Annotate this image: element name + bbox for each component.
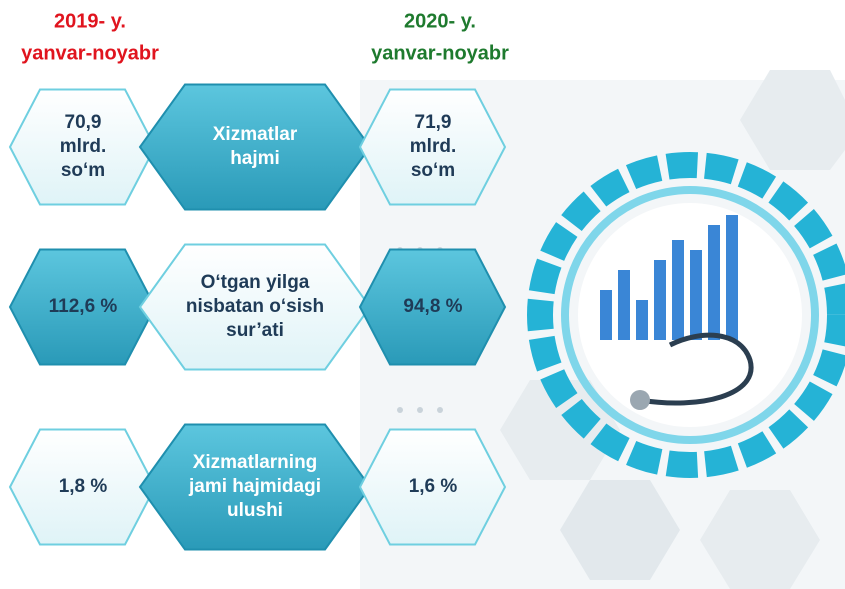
left-text: mlrd. <box>60 136 106 157</box>
dot <box>437 407 443 413</box>
stethoscope-head <box>630 390 650 410</box>
label-text: hajmi <box>230 148 280 169</box>
bar-illustration <box>726 215 738 340</box>
right-year: 2020- y. <box>404 10 476 32</box>
left-year: 2019- y. <box>54 10 126 32</box>
left-text: 70,9 <box>65 112 102 133</box>
bar-illustration <box>600 290 612 340</box>
label-text: Xizmatlar <box>213 124 298 145</box>
label-text: sur’ati <box>226 320 284 341</box>
bar-illustration <box>708 225 720 340</box>
right-text: so‘m <box>411 160 455 181</box>
right-text: mlrd. <box>410 136 456 157</box>
left-text: 112,6 % <box>49 296 118 317</box>
bar-illustration <box>636 300 648 340</box>
dot <box>417 407 423 413</box>
bar-illustration <box>654 260 666 340</box>
label-text: Xizmatlarning <box>193 452 318 473</box>
right-text: 1,6 % <box>409 476 458 497</box>
dot <box>397 407 403 413</box>
label-text: O‘tgan yilga <box>201 272 310 293</box>
infographic: 2019- y. yanvar-noyabr 2020- y. yanvar-n… <box>0 0 845 589</box>
label-text: jami hajmidagi <box>188 476 321 497</box>
label-text: nisbatan o‘sish <box>186 296 324 317</box>
right-text: 94,8 % <box>403 296 462 317</box>
rows: 70,9 mlrd. so‘m Xizmatlar hajmi 71,9 mlrd. so‘m… <box>10 85 505 550</box>
bar-illustration <box>618 270 630 340</box>
left-period: yanvar-noyabr <box>21 42 159 64</box>
bar-illustration <box>690 250 702 340</box>
right-text: 71,9 <box>415 112 452 133</box>
label-text: ulushi <box>227 500 283 521</box>
left-text: 1,8 % <box>59 476 108 497</box>
label-hexagon <box>140 85 370 210</box>
left-text: so‘m <box>61 160 105 181</box>
bar-illustration <box>672 240 684 340</box>
right-period: yanvar-noyabr <box>371 42 509 64</box>
